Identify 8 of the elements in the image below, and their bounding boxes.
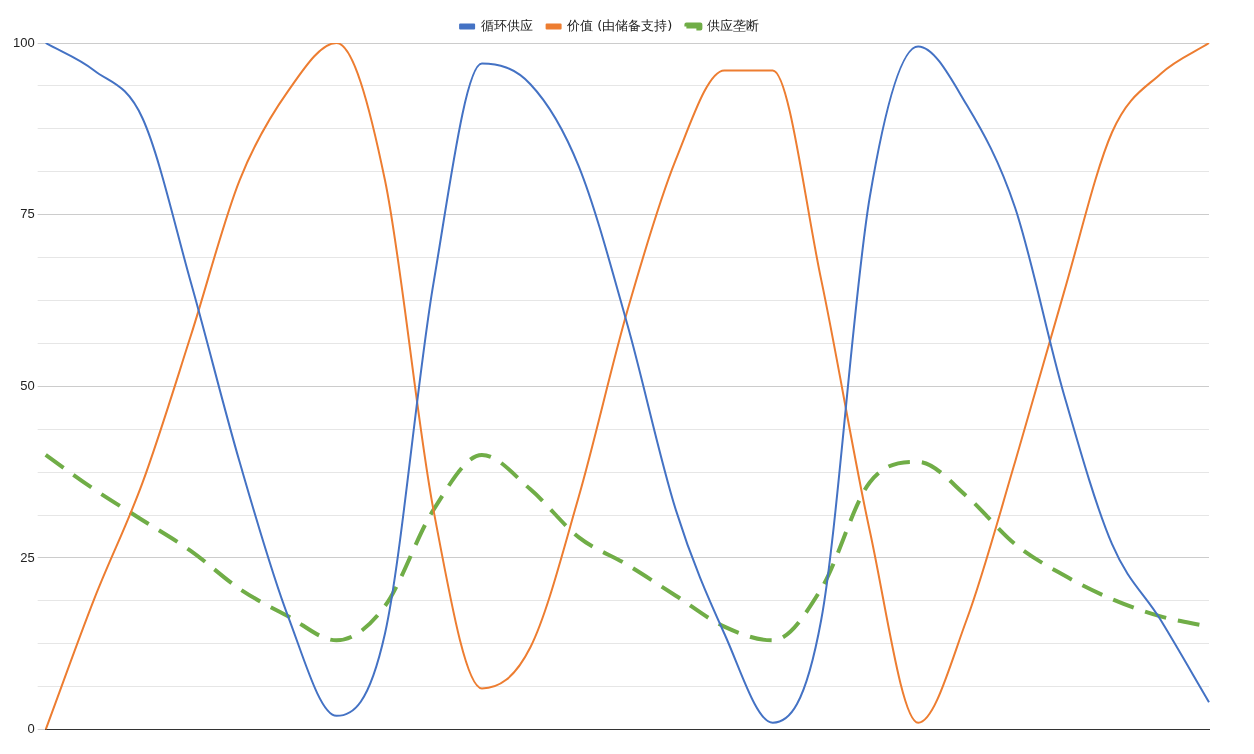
y-tick-label: 25 [20,549,35,565]
y-tick-label: 0 [27,721,35,737]
y-tick-label: 50 [20,377,35,393]
legend-label: 价值 (由储备支持) [566,17,673,33]
legend-label: 供应垄断 [706,17,759,33]
y-tick-label: 100 [12,34,35,50]
y-tick-label: 75 [20,206,35,222]
legend-label: 循环供应 [480,17,533,33]
